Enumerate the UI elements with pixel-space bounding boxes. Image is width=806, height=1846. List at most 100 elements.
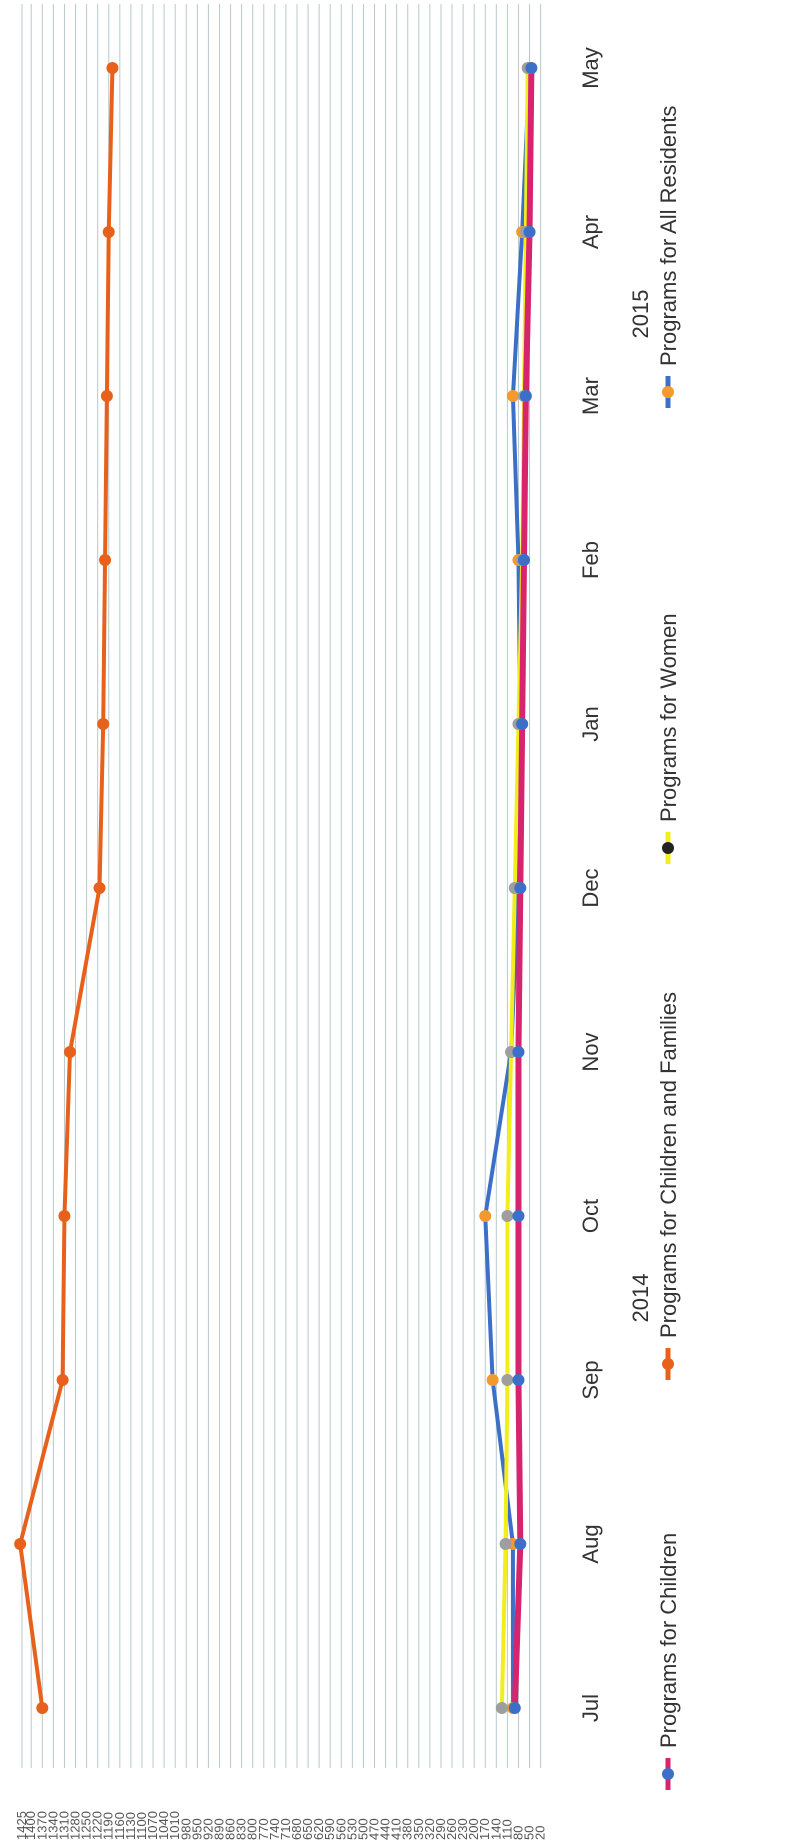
data-point [14, 1538, 27, 1550]
legend-swatch-marker [662, 1358, 674, 1370]
data-point [501, 1374, 514, 1386]
data-point [36, 1702, 49, 1714]
y-tick-label: 1310 [56, 1811, 71, 1840]
gridlines [21, 4, 542, 1768]
data-point [525, 62, 538, 74]
x-axis-categories: Jul Aug Sep Oct Nov Dec Jan Feb Mar Apr May [578, 47, 603, 1722]
y-tick-label: 1070 [145, 1811, 160, 1840]
x-category-label: Aug [578, 1524, 603, 1563]
y-tick-label: 470 [367, 1818, 382, 1840]
y-tick-label: 830 [234, 1818, 249, 1840]
y-tick-label: 620 [311, 1818, 326, 1840]
x-category-label: Oct [578, 1199, 603, 1233]
y-tick-label: 530 [344, 1818, 359, 1840]
y-tick-label: 1250 [79, 1811, 94, 1840]
legend-label: Programs for Children [656, 1533, 681, 1748]
year-label: 2014 [628, 1274, 653, 1323]
y-tick-label: 950 [189, 1818, 204, 1840]
y-tick-label: 140 [488, 1818, 503, 1840]
legend-label: Programs for Children and Families [656, 992, 681, 1338]
y-tick-label: 1130 [123, 1812, 138, 1840]
y-tick-label: 500 [355, 1818, 370, 1840]
y-tick-label: 1370 [34, 1811, 49, 1840]
y-tick-label: 110 [499, 1819, 514, 1840]
y-tick-label: 320 [422, 1818, 437, 1840]
data-point [97, 718, 110, 730]
x-category-label: Nov [578, 1032, 603, 1071]
x-category-label: Feb [578, 541, 603, 579]
data-point [63, 1046, 76, 1058]
data-point [56, 1374, 69, 1386]
data-point [58, 1210, 71, 1222]
y-tick-label: 1340 [45, 1811, 60, 1840]
y-tick-label: 590 [322, 1818, 337, 1840]
y-tick-label: 770 [256, 1818, 271, 1840]
legend: Programs for Children Programs for Childr… [656, 106, 681, 1790]
legend-swatch-marker [662, 386, 674, 398]
data-point [512, 1374, 525, 1386]
x-category-label: Jul [578, 1694, 603, 1722]
x-category-label: Apr [578, 215, 603, 249]
y-tick-label: 710 [278, 1818, 293, 1840]
y-tick-label: 170 [477, 1818, 492, 1840]
y-tick-label: 1160 [112, 1812, 127, 1840]
data-point [514, 1538, 527, 1550]
y-tick-label: 860 [223, 1818, 238, 1840]
year-label: 2015 [628, 290, 653, 339]
y-tick-label: 920 [200, 1818, 215, 1840]
y-tick-label: 80 [510, 1826, 525, 1840]
data-point [486, 1374, 499, 1386]
legend-label: Programs for All Residents [656, 106, 681, 366]
data-point [512, 1046, 525, 1058]
y-tick-label: 740 [267, 1818, 282, 1840]
y-tick-label: 890 [211, 1818, 226, 1840]
y-tick-label: 1280 [68, 1811, 83, 1840]
y-tick-label: 1220 [90, 1811, 105, 1840]
data-point [479, 1210, 492, 1222]
y-tick-label: 680 [289, 1818, 304, 1840]
legend-label: Programs for Women [656, 613, 681, 822]
y-tick-label: 350 [411, 1818, 426, 1840]
y-tick-label: 800 [245, 1818, 260, 1840]
y-tick-label: 1040 [156, 1811, 171, 1840]
data-point [495, 1702, 508, 1714]
y-tick-label: 200 [466, 1818, 481, 1840]
data-point [519, 390, 532, 402]
x-category-label: Jan [578, 706, 603, 741]
data-point [516, 718, 529, 730]
data-point [514, 882, 527, 894]
y-tick-label: 440 [378, 1818, 393, 1840]
x-category-label: Sep [578, 1360, 603, 1399]
series-layer [14, 62, 538, 1714]
y-tick-label: 290 [433, 1818, 448, 1840]
data-point [499, 1538, 512, 1550]
data-point [506, 390, 519, 402]
data-point [100, 390, 113, 402]
y-tick-label: 650 [300, 1818, 315, 1840]
y-tick-label: 1190 [101, 1812, 116, 1840]
y-tick-label: 260 [444, 1818, 459, 1840]
legend-swatch-marker [662, 1768, 674, 1780]
data-point [518, 554, 531, 566]
y-tick-label: 230 [455, 1818, 470, 1840]
data-point [106, 62, 119, 74]
y-axis-ticks: 2050801101401702002302602903203503804104… [14, 1811, 548, 1840]
legend-swatch-marker [662, 842, 674, 854]
y-tick-label: 1400 [23, 1811, 38, 1840]
year-labels: 2014 2015 [628, 290, 653, 1323]
data-point [512, 1210, 525, 1222]
y-tick-label: 410 [389, 1818, 404, 1840]
y-tick-label: 380 [400, 1818, 415, 1840]
x-category-label: Mar [578, 377, 603, 415]
y-tick-label: 50 [522, 1826, 537, 1840]
data-point [523, 226, 536, 238]
x-category-label: Dec [578, 868, 603, 907]
data-point [508, 1702, 521, 1714]
x-category-label: May [578, 47, 603, 89]
y-tick-label: 1100 [134, 1812, 149, 1840]
data-point [99, 554, 112, 566]
y-tick-label: 1425 [14, 1811, 29, 1840]
y-tick-label: 560 [333, 1818, 348, 1840]
